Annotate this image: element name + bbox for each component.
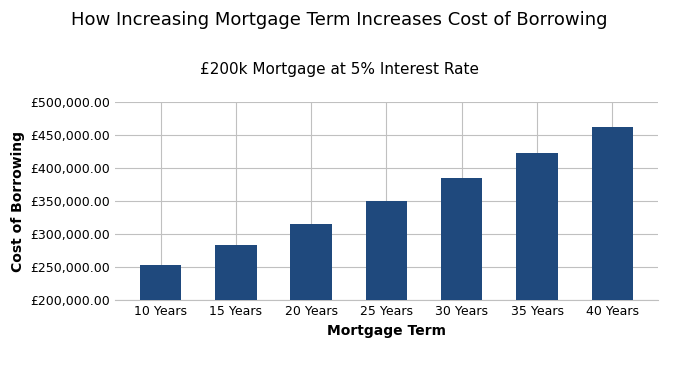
Bar (290, 224, 332, 366)
Text: How Increasing Mortgage Term Increases Cost of Borrowing: How Increasing Mortgage Term Increases C… (71, 11, 607, 29)
X-axis label: Mortgage Term: Mortgage Term (327, 324, 446, 337)
Text: £200k Mortgage at 5% Interest Rate: £200k Mortgage at 5% Interest Rate (199, 62, 479, 77)
Bar (365, 201, 407, 366)
Bar (592, 127, 633, 366)
Bar (441, 178, 483, 366)
Bar (140, 265, 181, 366)
Y-axis label: Cost of Borrowing: Cost of Borrowing (11, 131, 25, 272)
Bar (517, 153, 558, 366)
Bar (215, 245, 256, 366)
